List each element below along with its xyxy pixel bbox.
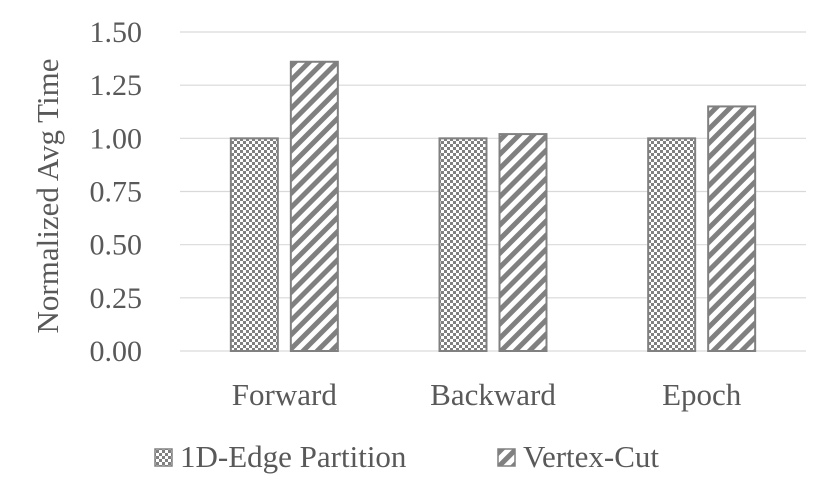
y-tick-label: 1.25 (90, 69, 143, 102)
legend: 1D-Edge Partition Vertex-Cut (154, 439, 659, 474)
gridlines (180, 31, 806, 352)
y-axis-ticks: 0.00 0.25 0.50 0.75 1.00 1.25 1.50 (90, 16, 143, 368)
x-tick-label: Backward (430, 377, 556, 412)
legend-swatch (154, 448, 173, 467)
x-tick-label: Epoch (662, 377, 742, 412)
y-tick-label: 0.25 (90, 282, 143, 315)
y-tick-label: 1.00 (90, 122, 143, 155)
legend-label: 1D-Edge Partition (180, 439, 407, 474)
bars (229, 60, 757, 352)
legend-label: Vertex-Cut (523, 439, 659, 474)
y-tick-label: 0.00 (90, 335, 143, 368)
bar-edge-partition-forward (229, 137, 279, 352)
bar-vertex-cut-backward (498, 133, 548, 352)
x-tick-label: Forward (232, 377, 338, 412)
y-tick-label: 1.50 (90, 16, 143, 49)
bar-vertex-cut-forward (289, 60, 339, 352)
y-axis-title: Normalized Avg Time (30, 59, 65, 334)
bar-edge-partition-epoch (647, 137, 697, 352)
bar-vertex-cut-epoch (707, 105, 757, 352)
x-axis-labels: Forward Backward Epoch (232, 377, 742, 412)
y-tick-label: 0.50 (90, 229, 143, 262)
y-tick-label: 0.75 (90, 176, 143, 209)
legend-swatch (497, 448, 516, 467)
bar-edge-partition-backward (438, 137, 488, 352)
